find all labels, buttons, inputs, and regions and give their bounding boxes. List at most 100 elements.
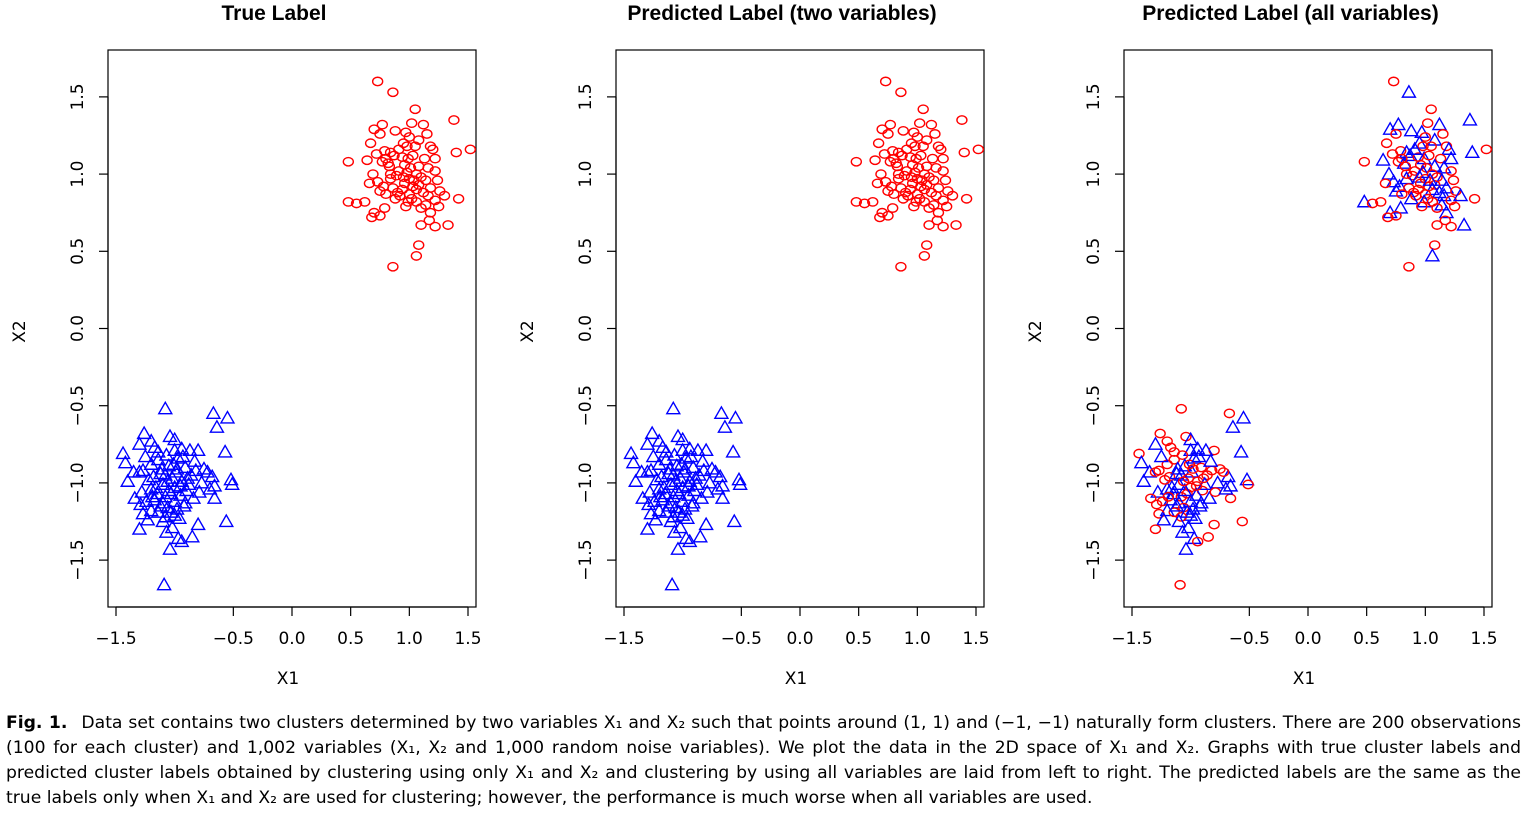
point-circle [400,201,412,212]
point-triangle [623,445,639,460]
y-axis: −1.5 −1.0 −0.5 0.0 0.5 1.0 1.5 [1084,83,1125,581]
point-circle [895,261,907,272]
point-triangle [1424,248,1441,262]
point-triangle [658,451,674,466]
point-circle [931,215,943,226]
point-circle [1437,129,1449,139]
point-triangle [696,462,712,477]
point-circle [884,156,897,167]
point-circle [361,155,373,166]
point-circle [908,201,920,212]
point-triangle [678,450,694,464]
point-triangle [136,425,152,440]
point-triangle [660,465,677,480]
point-circle [1174,579,1186,590]
point-triangle [1235,410,1252,424]
point-circle [937,166,949,176]
point-circle [1217,467,1230,478]
point-triangle [647,512,664,526]
x-axis-label: X1 [277,669,299,689]
point-triangle [727,410,744,424]
y-tick-label: 0.5 [576,238,596,265]
point-circle [895,87,907,98]
point-circle [917,104,929,115]
y-axis: −1.5 −1.0 −0.5 0.0 0.5 1.0 1.5 [576,83,617,581]
point-triangle [664,576,680,591]
point-circle [878,149,891,159]
panel-title: True Label [221,2,327,25]
point-circle [402,196,414,207]
point-circle [1375,196,1387,207]
point-circle [1214,464,1226,474]
point-circle [1445,221,1457,232]
point-triangle [1191,448,1207,463]
point-triangle [199,464,216,478]
point-triangle [1427,132,1443,146]
y-tick-label: 1.0 [68,161,88,188]
point-circle [1431,203,1443,213]
point-triangle [1174,524,1191,538]
point-circle [1366,198,1379,209]
point-circle [960,193,973,204]
point-triangle [691,467,707,481]
panel-title: Predicted Label (two variables) [627,2,937,25]
point-circle [940,201,953,212]
point-circle [939,175,952,186]
point-circle [1396,153,1408,164]
point-circle [879,76,892,87]
point-circle [387,87,399,98]
point-circle [1380,138,1393,149]
point-circle [415,220,427,230]
point-triangle [184,529,200,543]
point-circle [450,147,462,158]
point-circle [897,193,909,204]
point-circle [956,115,968,125]
point-triangle [713,405,730,420]
point-circle [342,156,355,167]
point-circle [921,135,933,146]
y-tick-label: −1.0 [68,462,88,503]
point-circle [1431,220,1443,230]
point-triangle [1178,541,1194,555]
point-circle [384,169,397,179]
y-tick-label: −1.0 [1084,462,1104,503]
point-circle [1429,240,1441,251]
point-triangle [1177,458,1193,472]
x-tick-label: −1.5 [1111,629,1152,649]
point-circle [418,153,431,164]
y-tick-label: 0.0 [576,315,596,342]
point-circle [1177,476,1190,487]
point-triangle [1382,121,1398,135]
point-circle [918,184,931,195]
point-circle [1149,524,1162,535]
point-triangle [639,436,656,450]
point-triangle [1159,481,1175,495]
point-triangle [163,504,179,518]
point-circle [1445,166,1457,176]
point-triangle [1147,436,1164,450]
point-triangle [707,464,724,478]
y-tick-label: −0.5 [1084,385,1104,426]
point-triangle [188,462,204,477]
point-triangle [639,521,656,535]
point-triangle [1171,476,1187,491]
point-circle [464,144,477,155]
point-triangle [150,444,166,458]
point-circle [1150,499,1163,510]
point-triangle [182,442,198,457]
y-tick-label: −1.5 [68,539,88,580]
point-circle [871,178,884,189]
point-circle [1145,493,1157,504]
point-circle [1421,118,1434,129]
point-triangle [1153,448,1170,463]
point-triangle [172,487,189,501]
point-circle [888,153,900,164]
point-triangle [670,541,686,555]
point-triangle [172,478,189,492]
point-circle [918,251,931,261]
point-circle [420,175,432,186]
point-triangle [1182,442,1199,457]
point-circle [410,184,423,195]
point-triangle [685,495,701,509]
point-triangle [663,476,679,491]
